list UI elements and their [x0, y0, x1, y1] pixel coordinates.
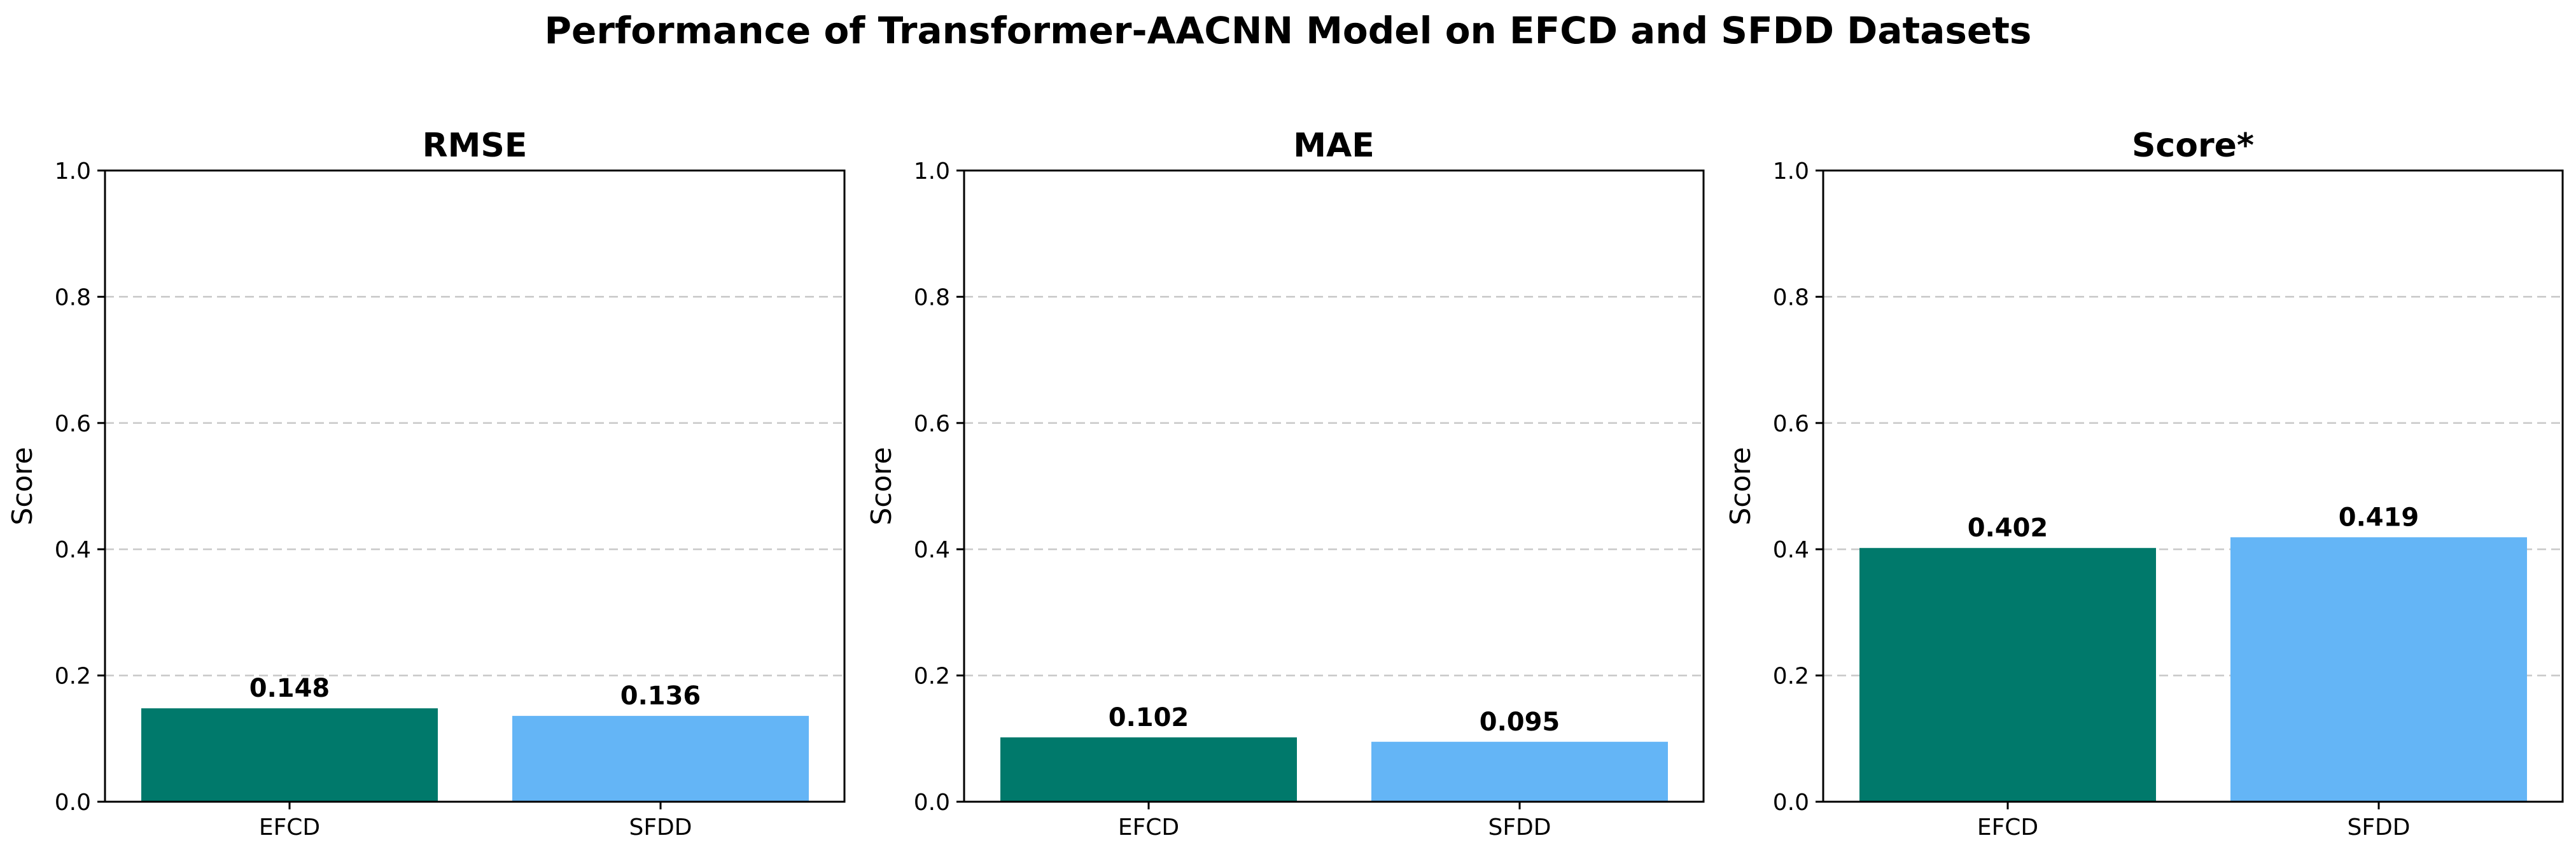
x-tick-label: EFCD: [1118, 814, 1179, 841]
bar-sfdd: [1371, 741, 1668, 802]
figure-title: Performance of Transformer-AACNN Model o…: [545, 9, 2032, 52]
bar-sfdd: [2230, 537, 2527, 802]
panel-title: MAE: [1293, 127, 1375, 165]
data-label: 0.136: [620, 681, 701, 711]
panel-title: RMSE: [423, 127, 528, 165]
y-tick-label: 0.0: [914, 790, 950, 816]
y-tick-label: 0.6: [55, 411, 91, 437]
x-tick-label: EFCD: [1977, 814, 2038, 841]
panels-layer: RMSE 0.148 0.136 0.0 0.2 0.4 0.6 0.8 1.0 EFCD SFDD…: [6, 127, 2564, 841]
data-label: 0.095: [1480, 708, 1560, 737]
x-tick-label: SFDD: [629, 814, 692, 841]
y-tick-label: 0.4: [55, 537, 91, 563]
bar-efcd: [141, 708, 438, 802]
panel-3: Score* 0.402 0.419 0.0 0.2 0.4 0.6 0.8 1.0 EFCD SF…: [1725, 127, 2564, 841]
axes-frame: [963, 169, 1705, 803]
panel-2: MAE 0.102 0.095 0.0 0.2 0.4 0.6 0.8 1.0 EFCD SFDD S…: [865, 127, 1705, 841]
y-tick-label: 1.0: [914, 158, 950, 185]
y-tick-label: 0.8: [1773, 284, 1809, 311]
axes-frame: [104, 169, 846, 803]
data-label: 0.102: [1109, 703, 1189, 732]
x-tick-label: EFCD: [259, 814, 320, 841]
y-tick-label: 0.8: [55, 284, 91, 311]
y-tick-label: 0.2: [914, 664, 950, 690]
panel-title: Score*: [2132, 127, 2254, 165]
axes-frame: [1822, 169, 2564, 803]
data-label: 0.402: [1968, 513, 2048, 543]
y-axis-label: Score: [865, 447, 898, 525]
data-label: 0.148: [249, 674, 330, 703]
y-tick-label: 0.8: [914, 284, 950, 311]
y-tick-label: 1.0: [1773, 158, 1809, 185]
y-tick-label: 0.2: [1773, 664, 1809, 690]
y-axis-label: Score: [6, 447, 39, 525]
y-tick-label: 0.4: [1773, 537, 1809, 563]
y-tick-label: 0.0: [55, 790, 91, 816]
bar-efcd: [1859, 548, 2156, 802]
x-tick-label: SFDD: [1488, 814, 1551, 841]
panel-1: RMSE 0.148 0.136 0.0 0.2 0.4 0.6 0.8 1.0 EFCD SFDD…: [6, 127, 846, 841]
y-tick-label: 0.6: [914, 411, 950, 437]
x-tick-label: SFDD: [2348, 814, 2411, 841]
y-axis-label: Score: [1725, 447, 1757, 525]
bar-efcd: [1000, 737, 1297, 802]
y-tick-label: 1.0: [55, 158, 91, 185]
y-tick-label: 0.6: [1773, 411, 1809, 437]
y-tick-label: 0.4: [914, 537, 950, 563]
y-tick-label: 0.2: [55, 664, 91, 690]
y-tick-label: 0.0: [1773, 790, 1809, 816]
data-label: 0.419: [2339, 503, 2419, 532]
bar-sfdd: [512, 716, 809, 802]
